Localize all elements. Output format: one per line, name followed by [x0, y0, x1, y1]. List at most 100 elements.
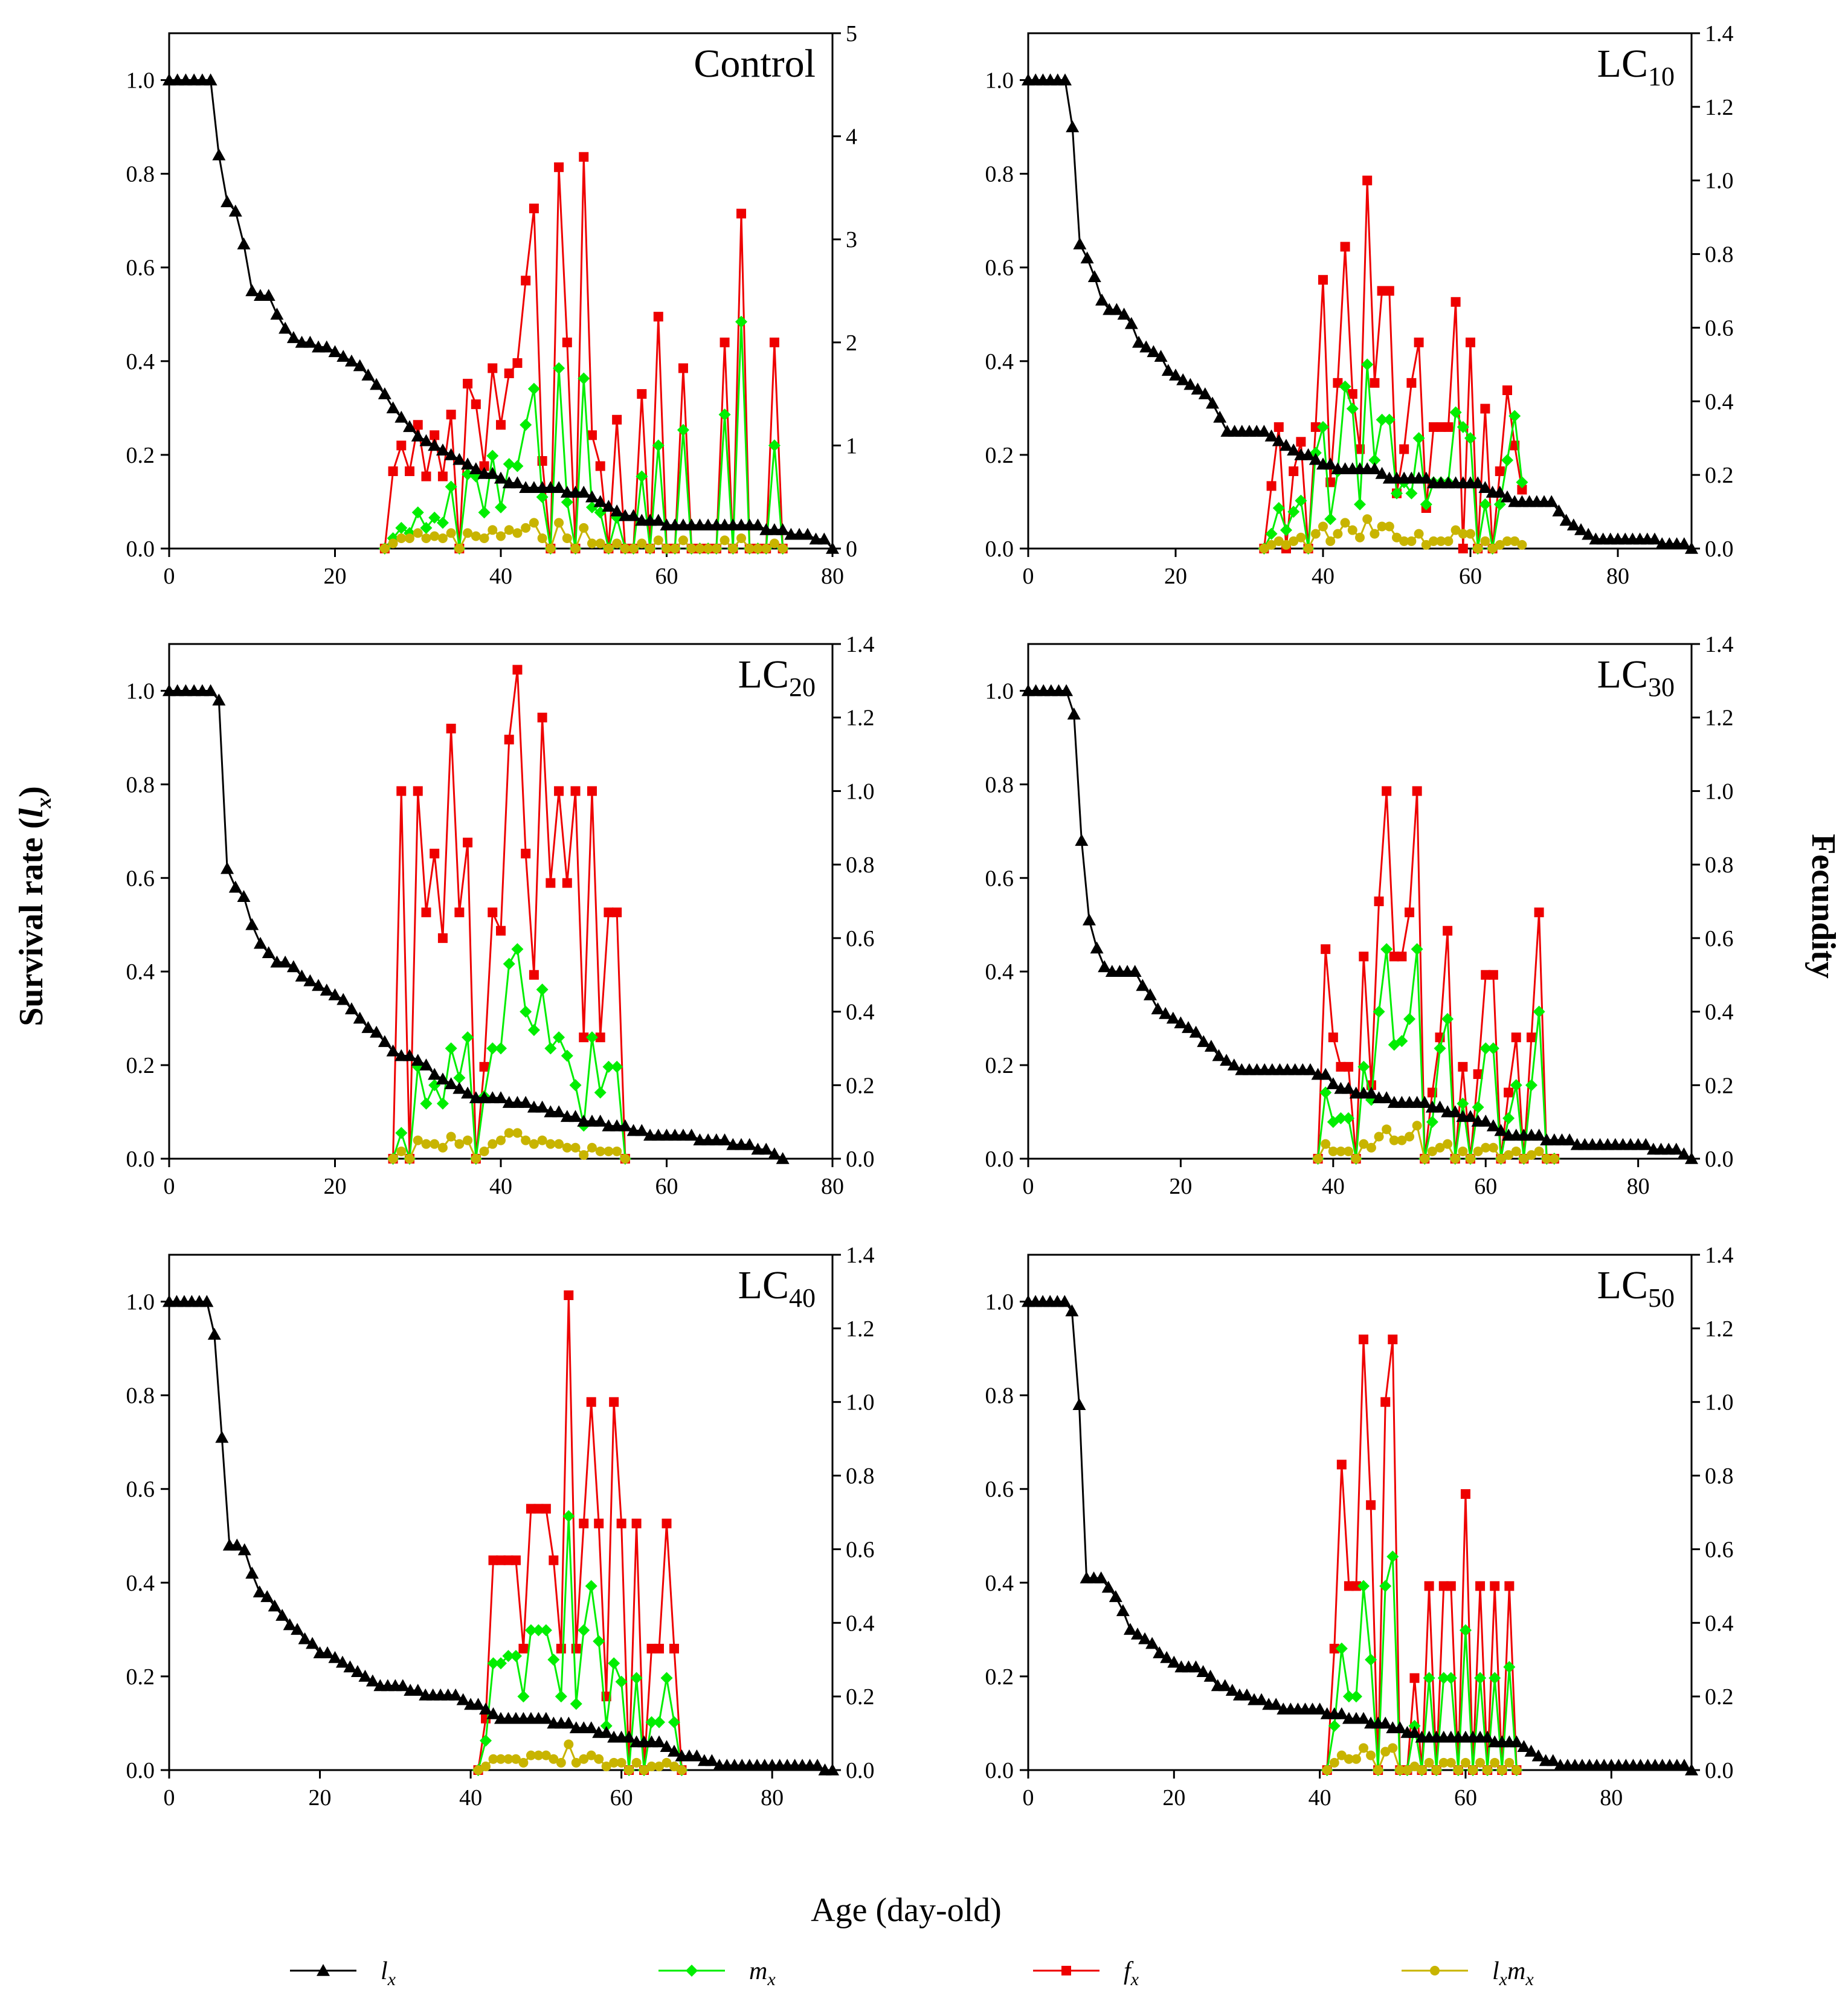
point-lxmx	[1313, 1154, 1323, 1164]
point-lx	[221, 195, 234, 207]
point-mx	[511, 460, 524, 472]
point-lxmx	[601, 1761, 611, 1771]
point-fx	[1429, 422, 1438, 432]
point-lxmx	[1303, 544, 1313, 553]
series-lx	[1022, 73, 1698, 554]
y-right-tick-label: 0.6	[1705, 1537, 1734, 1562]
point-lx	[1145, 1637, 1159, 1649]
point-lxmx	[1424, 1757, 1434, 1768]
point-fx	[1382, 786, 1392, 796]
point-mx	[1365, 1653, 1377, 1666]
point-lxmx	[678, 535, 688, 546]
point-mx	[1412, 432, 1425, 445]
point-lx	[684, 1129, 698, 1141]
point-lxmx	[496, 1754, 506, 1764]
point-mx	[544, 1042, 557, 1055]
point-fx	[388, 466, 398, 477]
series-lx	[163, 73, 839, 554]
point-lx	[1159, 1006, 1173, 1019]
point-lx	[1479, 1115, 1493, 1127]
series-mx	[378, 315, 789, 555]
point-lxmx	[541, 1750, 551, 1760]
point-mx	[636, 470, 648, 483]
point-lx	[328, 1650, 342, 1663]
point-mx	[1265, 527, 1278, 540]
legend-label-base2: m	[1507, 1957, 1525, 1985]
point-lxmx	[388, 1154, 398, 1164]
point-lx	[312, 979, 326, 991]
point-lx	[1124, 317, 1138, 329]
point-lxmx	[454, 544, 465, 553]
point-lxmx	[587, 538, 597, 549]
y-left-tick-label: 1.0	[126, 678, 155, 704]
panel-title-base: Control	[694, 42, 816, 86]
point-lx	[1380, 1091, 1394, 1104]
point-mx	[600, 1719, 613, 1732]
panel-title: LC40	[738, 1263, 816, 1313]
point-mx	[570, 1698, 582, 1710]
point-lxmx	[654, 1761, 665, 1771]
point-lx	[1582, 527, 1595, 540]
point-mx	[585, 1031, 598, 1044]
point-lx	[1110, 303, 1124, 315]
point-lxmx	[1504, 1757, 1515, 1768]
y-right-tick-label: 0.6	[846, 1537, 875, 1562]
point-fx	[1443, 926, 1453, 936]
point-lx	[817, 532, 831, 545]
point-mx	[652, 439, 665, 452]
x-tick-label: 0	[164, 1785, 175, 1811]
legend-item-fx: fx	[1033, 1957, 1139, 1989]
point-fx	[1438, 1581, 1449, 1591]
point-lx	[1280, 439, 1293, 451]
point-fx	[1511, 1032, 1521, 1043]
x-tick-label: 40	[459, 1785, 482, 1811]
point-lxmx	[1453, 1765, 1463, 1775]
point-lxmx	[1340, 518, 1350, 528]
point-lx	[444, 1077, 458, 1089]
point-lxmx	[1389, 1135, 1399, 1145]
point-lxmx	[413, 528, 423, 538]
y-right-tick-label: 0.6	[846, 926, 875, 951]
point-lxmx	[612, 538, 622, 549]
point-lxmx	[1380, 1747, 1391, 1757]
y-left-tick-label: 1.0	[985, 68, 1014, 94]
point-fx	[662, 1518, 672, 1528]
x-tick-label: 0	[1023, 1785, 1034, 1811]
point-fx	[1380, 1397, 1391, 1407]
y-right-tick-label: 1.0	[846, 1390, 875, 1415]
point-lxmx	[1481, 1142, 1491, 1153]
point-lxmx	[1384, 521, 1394, 532]
point-lxmx	[529, 518, 539, 528]
point-lxmx	[537, 1135, 547, 1145]
x-tick-label: 40	[489, 1174, 512, 1199]
point-lx	[353, 359, 367, 372]
y-right-tick-label: 0.4	[846, 1611, 875, 1636]
point-mx	[1408, 1719, 1421, 1732]
legend-label: mx	[749, 1957, 776, 1989]
y-right-tick-label: 0.0	[846, 1147, 875, 1172]
point-mx	[1464, 432, 1476, 445]
point-lxmx	[529, 1139, 539, 1149]
point-mx	[561, 496, 573, 509]
point-lx	[1364, 1086, 1378, 1099]
legend-label-sub: x	[387, 1969, 396, 1989]
point-lxmx	[769, 538, 779, 549]
y-axis-title-close: )	[13, 786, 50, 797]
point-lxmx	[396, 1146, 407, 1156]
point-fx	[463, 379, 473, 389]
point-lxmx	[1436, 536, 1446, 546]
point-lx	[519, 1096, 533, 1108]
point-lxmx	[479, 1146, 489, 1156]
point-lxmx	[761, 544, 771, 553]
point-mx	[1380, 943, 1393, 956]
point-lx	[275, 1609, 289, 1621]
point-lxmx	[1450, 525, 1461, 535]
point-lxmx	[736, 533, 747, 543]
point-mx	[527, 382, 540, 395]
point-lxmx	[446, 1132, 456, 1142]
point-mx	[527, 1024, 540, 1036]
point-lxmx	[521, 523, 531, 533]
point-fx	[571, 1643, 581, 1653]
point-lxmx	[1438, 1757, 1449, 1768]
point-lx	[237, 890, 251, 903]
